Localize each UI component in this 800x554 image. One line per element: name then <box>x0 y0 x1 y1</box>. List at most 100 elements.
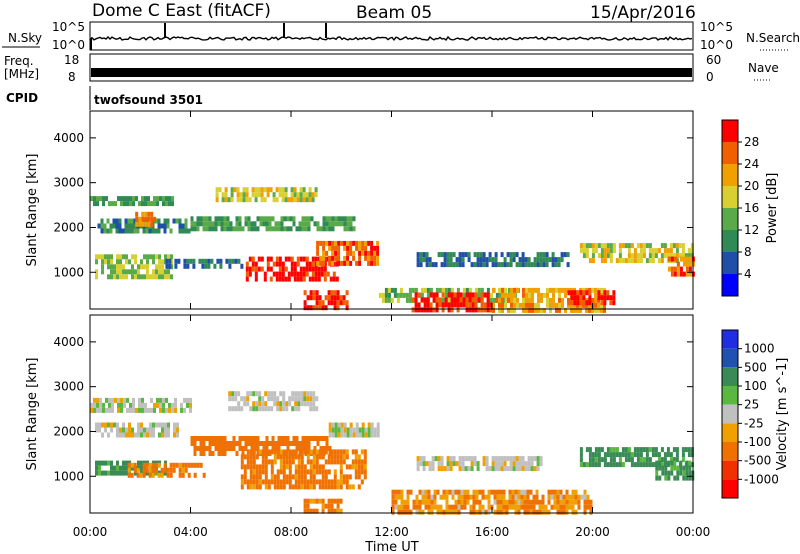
scatter-cell <box>266 216 269 221</box>
scatter-cell <box>185 224 188 229</box>
scatter-cell <box>512 495 515 500</box>
scatter-cell <box>525 257 528 262</box>
scatter-cell <box>280 449 283 454</box>
scatter-cell <box>218 436 221 441</box>
scatter-cell <box>495 252 498 257</box>
scatter-cell <box>246 267 249 272</box>
scatter-cell <box>258 267 261 272</box>
scatter-cell <box>234 406 237 411</box>
scatter-cell <box>233 436 236 441</box>
scatter-cell <box>507 466 510 471</box>
scatter-cell <box>282 267 285 272</box>
scatter-cell <box>610 253 613 258</box>
scatter-cell <box>149 229 152 234</box>
scatter-cell <box>200 463 203 468</box>
scatter-cell <box>218 221 221 226</box>
scatter-cell <box>170 229 173 234</box>
scatter-cell <box>257 436 260 441</box>
scatter-cell <box>537 288 540 293</box>
scatter-cell <box>458 500 461 505</box>
scatter-cell <box>495 298 498 303</box>
scatter-cell <box>293 436 296 441</box>
scatter-cell <box>304 290 307 295</box>
scatter-cell <box>355 261 358 266</box>
scatter-cell <box>356 433 359 438</box>
scatter-cell <box>494 500 497 505</box>
scatter-cell <box>637 253 640 258</box>
scatter-cell <box>598 243 601 248</box>
scatter-cell <box>658 461 661 466</box>
scatter-cell <box>631 253 634 258</box>
scatter-cell <box>534 303 537 308</box>
scatter-cell <box>203 451 206 456</box>
scatter-cell <box>138 222 141 227</box>
scatter-cell <box>503 495 506 500</box>
scatter-cell <box>501 466 504 471</box>
scatter-cell <box>349 474 352 479</box>
scatter-cell <box>394 293 397 298</box>
scatter-cell <box>291 406 294 411</box>
scatter-cell <box>531 262 534 267</box>
scatter-cell <box>113 274 116 279</box>
scatter-cell <box>346 449 349 454</box>
scatter-cell <box>525 303 528 308</box>
scatter-cell <box>256 479 259 484</box>
scatter-cell <box>286 464 289 469</box>
scatter-cell <box>332 226 335 231</box>
scatter-cell <box>234 187 237 192</box>
scatter-cell <box>191 226 194 231</box>
scatter-cell <box>619 253 622 258</box>
scatter-cell <box>332 216 335 221</box>
scatter-cell <box>358 459 361 464</box>
scatter-cell <box>249 391 252 396</box>
scatter-cell <box>277 484 280 489</box>
scatter-cell <box>481 288 484 293</box>
scatter-cell <box>310 290 313 295</box>
scatter-cell <box>250 449 253 454</box>
scatter-cell <box>404 505 407 510</box>
scatter-cell <box>194 436 197 441</box>
scatter-cell <box>473 510 476 515</box>
scatter-cell <box>301 469 304 474</box>
scatter-cell <box>462 461 465 466</box>
scatter-cell <box>300 391 303 396</box>
scatter-cell <box>676 447 679 452</box>
scatter-cell <box>470 495 473 500</box>
nsearch-tick-bottom: 10^0 <box>700 38 733 52</box>
scatter-cell <box>503 510 506 515</box>
scatter-cell <box>255 267 258 272</box>
scatter-cell <box>306 401 309 406</box>
scatter-cell <box>323 216 326 221</box>
radar-figure: Dome C East (fitACF) Beam 05 15/Apr/2016… <box>0 0 800 554</box>
scatter-cell <box>228 406 231 411</box>
scatter-cell <box>228 264 231 269</box>
scatter-cell <box>310 295 313 300</box>
scatter-cell <box>192 264 195 269</box>
scatter-cell <box>116 466 119 471</box>
scatter-cell <box>426 461 429 466</box>
scatter-cell <box>125 428 128 433</box>
scatter-cell <box>542 505 545 510</box>
scatter-cell <box>277 449 280 454</box>
scatter-cell <box>204 264 207 269</box>
scatter-cell <box>188 463 191 468</box>
scatter-cell <box>341 433 344 438</box>
scatter-cell <box>542 500 545 505</box>
scatter-cell <box>245 436 248 441</box>
scatter-cell <box>110 274 113 279</box>
scatter-cell <box>649 447 652 452</box>
scatter-cell <box>344 423 347 428</box>
scatter-cell <box>513 466 516 471</box>
scatter-cell <box>294 391 297 396</box>
scatter-cell <box>486 466 489 471</box>
scatter-cell <box>179 463 182 468</box>
scatter-cell <box>167 433 170 438</box>
scatter-cell <box>533 505 536 510</box>
scatter-cell <box>646 457 649 462</box>
scatter-cell <box>539 510 542 515</box>
colorbar-tick-label: 8 <box>744 245 752 259</box>
scatter-cell <box>410 510 413 515</box>
scatter-cell <box>144 196 147 201</box>
scatter-cell <box>206 446 209 451</box>
scatter-cell <box>149 463 152 468</box>
